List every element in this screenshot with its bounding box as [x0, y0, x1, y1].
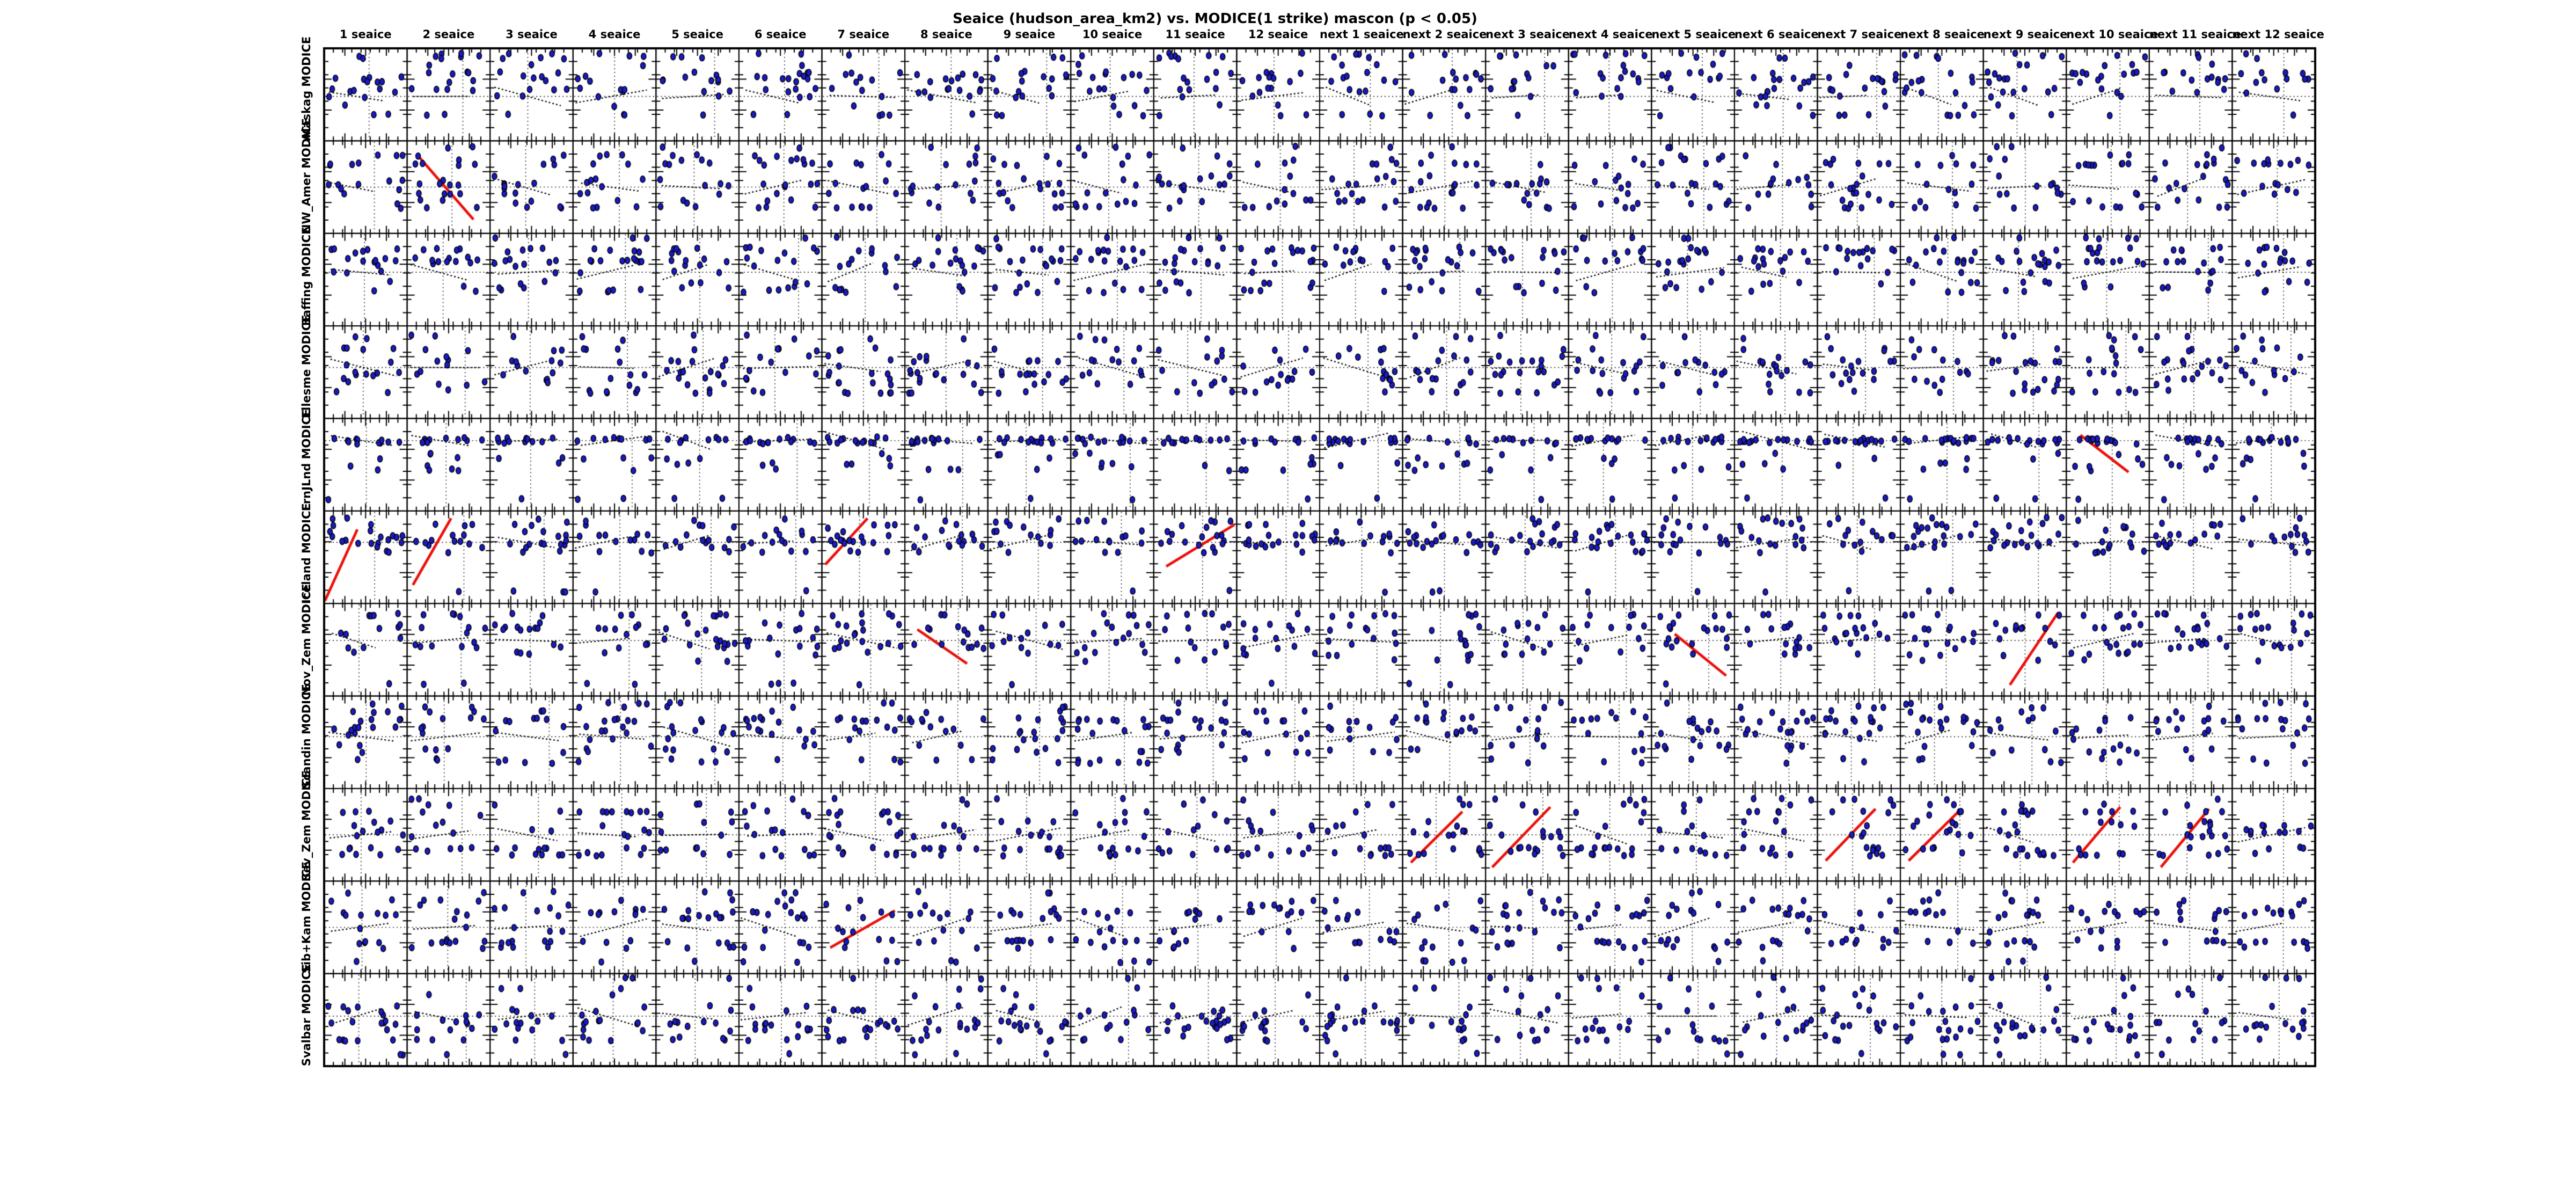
column-header: 8 seaice [920, 28, 972, 41]
column-header: 3 seaice [506, 28, 558, 41]
column-header: 12 seaice [1248, 28, 1308, 41]
column-header: 9 seaice [1003, 28, 1056, 41]
column-header: next 3 seaice [1485, 28, 1570, 41]
column-header: next 10 seaice [2066, 28, 2158, 41]
column-header: next 2 seaice [1402, 28, 1487, 41]
row-label: NW_Amer MODICE [299, 118, 313, 234]
row-label: FrnJLnd MODICE [299, 409, 313, 511]
row-label: Ellesme MODICE [299, 315, 313, 419]
column-header: next 8 seaice [1900, 28, 1985, 41]
column-header: next 4 seaice [1568, 28, 1653, 41]
row-label: Sib+Kam MODICE [299, 862, 313, 974]
column-header: next 11 seaice [2149, 28, 2242, 41]
row-label: Svalbar MODICE [299, 964, 313, 1066]
column-header: 7 seaice [837, 28, 890, 41]
row-label: Baffing MODICE [299, 227, 313, 326]
figure-title: Seaice (hudson_area_km2) vs. MODICE(1 st… [953, 11, 1477, 27]
row-label: Nov_Zem MODICE [299, 584, 313, 696]
column-header: 11 seaice [1165, 28, 1225, 41]
column-header: next 7 seaice [1817, 28, 1902, 41]
column-header: 10 seaice [1082, 28, 1143, 41]
column-header: next 9 seaice [1983, 28, 2068, 41]
column-header: 1 seaice [339, 28, 392, 41]
column-header: next 12 seaice [2232, 28, 2324, 41]
column-header: 2 seaice [422, 28, 475, 41]
column-header: 5 seaice [671, 28, 723, 41]
column-header: 6 seaice [754, 28, 807, 41]
column-header: 4 seaice [588, 28, 641, 41]
column-header: next 5 seaice [1651, 28, 1736, 41]
column-header: next 6 seaice [1734, 28, 1819, 41]
column-header: next 1 seaice [1320, 28, 1404, 41]
